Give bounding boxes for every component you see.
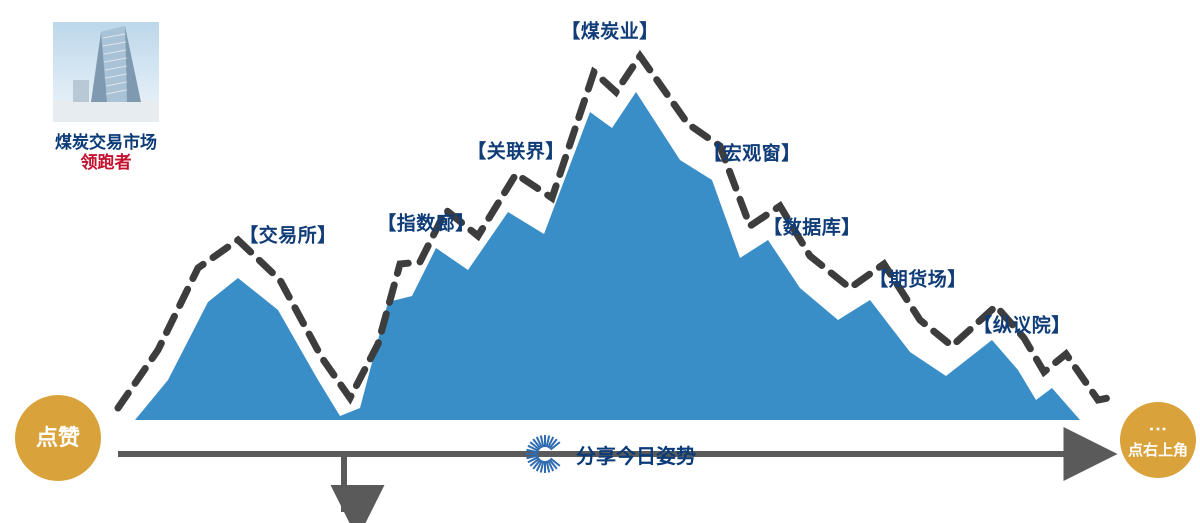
share-text: 分享今日姿势 (576, 440, 696, 469)
peak-label: 【宏观窗】 (703, 139, 801, 166)
like-button[interactable]: 点赞 (15, 395, 101, 481)
sunburst-icon (524, 433, 566, 475)
peak-label: 【数据库】 (763, 213, 861, 240)
peak-label: 【交易所】 (239, 221, 337, 248)
top-right-button[interactable]: ⋮ 点右上角 (1120, 402, 1196, 478)
peak-label: 【指数廊】 (377, 209, 475, 236)
share-row: 分享今日姿势 (524, 433, 696, 475)
peak-label: 【煤炭业】 (561, 17, 659, 44)
dots-icon: ⋮ (1149, 420, 1167, 440)
peak-label: 【关联界】 (467, 137, 565, 164)
like-button-label: 点赞 (36, 425, 80, 450)
peak-label: 【纵议院】 (973, 311, 1071, 338)
peak-label: 【期货场】 (869, 265, 967, 292)
top-right-button-label: 点右上角 (1128, 442, 1188, 459)
infographic-stage: 煤炭交易市场 领跑者 【交易所】【指数廊】【关联界】【煤炭业】【宏观窗】【数据库… (0, 0, 1200, 523)
